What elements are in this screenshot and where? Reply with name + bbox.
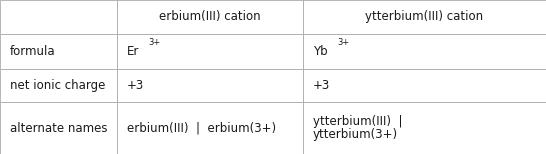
Bar xyxy=(0,0,117,34)
Bar xyxy=(117,0,303,34)
Bar xyxy=(303,102,546,154)
Text: Er: Er xyxy=(127,45,140,58)
Text: alternate names: alternate names xyxy=(10,122,108,135)
Text: erbium(III)  |  erbium(3+): erbium(III) | erbium(3+) xyxy=(127,122,276,135)
Bar xyxy=(0,102,117,154)
Text: net ionic charge: net ionic charge xyxy=(10,79,105,92)
Bar xyxy=(0,69,117,102)
Text: ytterbium(3+): ytterbium(3+) xyxy=(313,128,398,141)
Text: +3: +3 xyxy=(127,79,145,92)
Bar xyxy=(303,0,546,34)
Bar xyxy=(303,69,546,102)
Text: +3: +3 xyxy=(313,79,330,92)
Bar xyxy=(0,34,117,69)
Text: formula: formula xyxy=(10,45,56,58)
Text: ytterbium(III) cation: ytterbium(III) cation xyxy=(365,10,484,23)
Bar xyxy=(117,34,303,69)
Text: 3+: 3+ xyxy=(148,38,160,47)
Text: erbium(III) cation: erbium(III) cation xyxy=(159,10,261,23)
Text: Yb: Yb xyxy=(313,45,328,58)
Text: 3+: 3+ xyxy=(337,38,349,47)
Bar xyxy=(117,102,303,154)
Text: ytterbium(III)  |: ytterbium(III) | xyxy=(313,115,402,128)
Bar xyxy=(303,34,546,69)
Bar xyxy=(117,69,303,102)
